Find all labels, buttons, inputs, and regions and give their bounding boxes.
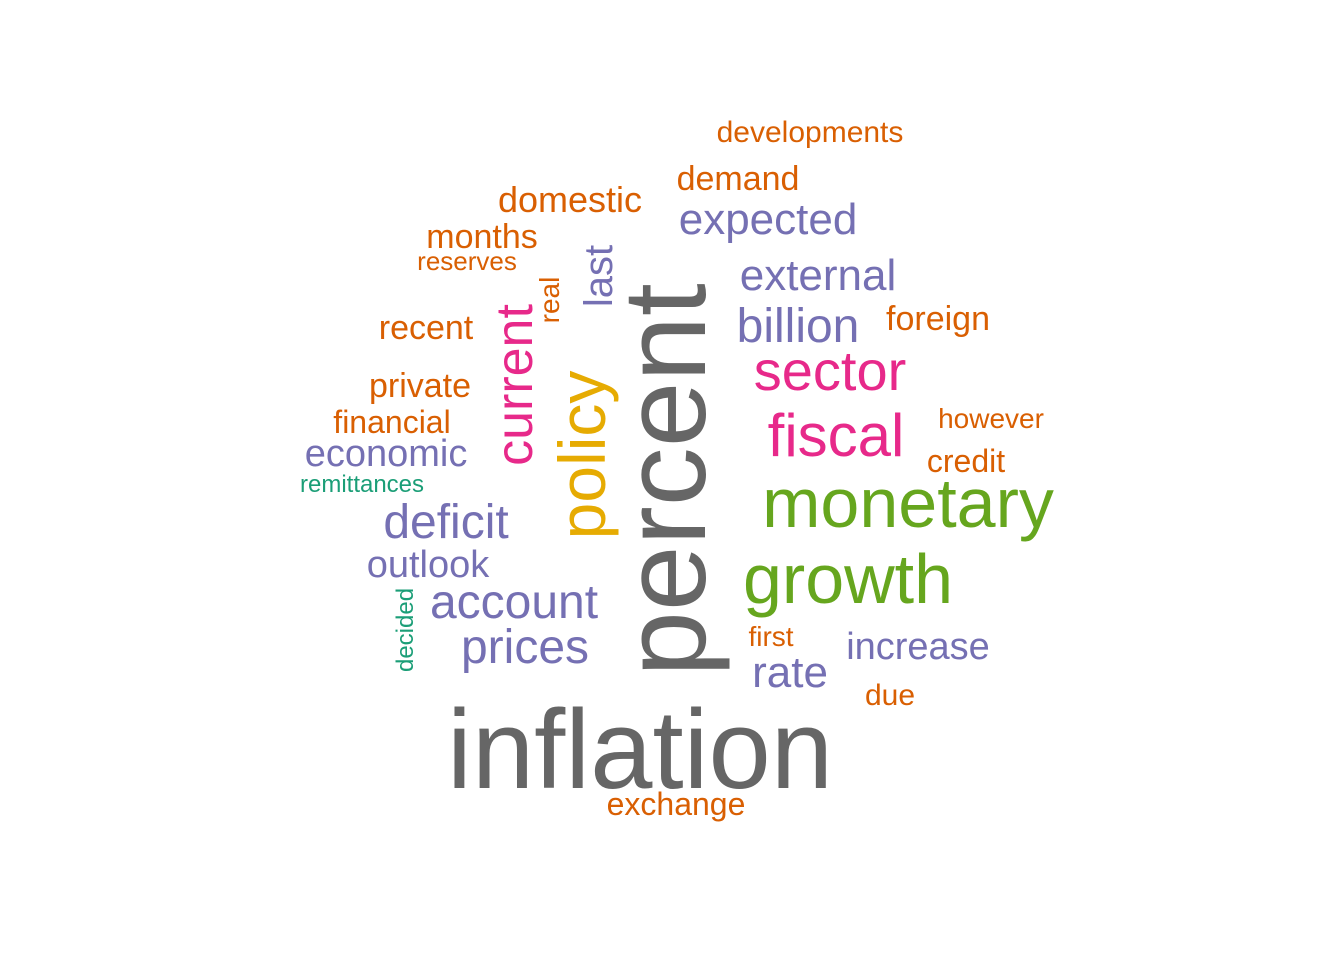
word-sector: sector xyxy=(754,339,907,402)
word-financial: financial xyxy=(333,404,450,440)
word-rate: rate xyxy=(752,648,828,697)
word-current: current xyxy=(486,304,544,466)
word-account: account xyxy=(430,576,598,629)
word-monetary: monetary xyxy=(762,464,1054,542)
word-first: first xyxy=(748,621,793,652)
word-deficit: deficit xyxy=(383,496,508,549)
word-fiscal: fiscal xyxy=(768,402,905,469)
word-remittances: remittances xyxy=(300,471,424,498)
word-developments: developments xyxy=(717,116,904,149)
word-decided: decided xyxy=(392,588,419,672)
word-recent: recent xyxy=(379,309,474,347)
word-expected: expected xyxy=(679,195,858,244)
word-real: real xyxy=(534,277,565,324)
word-external: external xyxy=(740,251,897,300)
word-credit: credit xyxy=(927,443,1005,479)
word-outlook: outlook xyxy=(367,544,491,586)
word-however: however xyxy=(938,403,1044,434)
word-increase: increase xyxy=(846,626,990,668)
word-exchange: exchange xyxy=(607,786,746,822)
word-policy: policy xyxy=(545,371,619,540)
word-growth: growth xyxy=(743,540,953,618)
word-percent: percent xyxy=(599,283,731,677)
word-demand: demand xyxy=(677,160,800,198)
word-due: due xyxy=(865,679,915,712)
word-domestic: domestic xyxy=(498,179,642,220)
word-inflation: inflation xyxy=(447,687,833,812)
word-prices: prices xyxy=(461,621,589,674)
word-billion: billion xyxy=(737,300,860,353)
word-last: last xyxy=(577,245,621,307)
word-foreign: foreign xyxy=(886,300,990,338)
word-private: private xyxy=(369,367,471,405)
word-months: months xyxy=(426,218,538,256)
word-reserves: reserves xyxy=(417,246,517,276)
word-economic: economic xyxy=(305,433,468,475)
